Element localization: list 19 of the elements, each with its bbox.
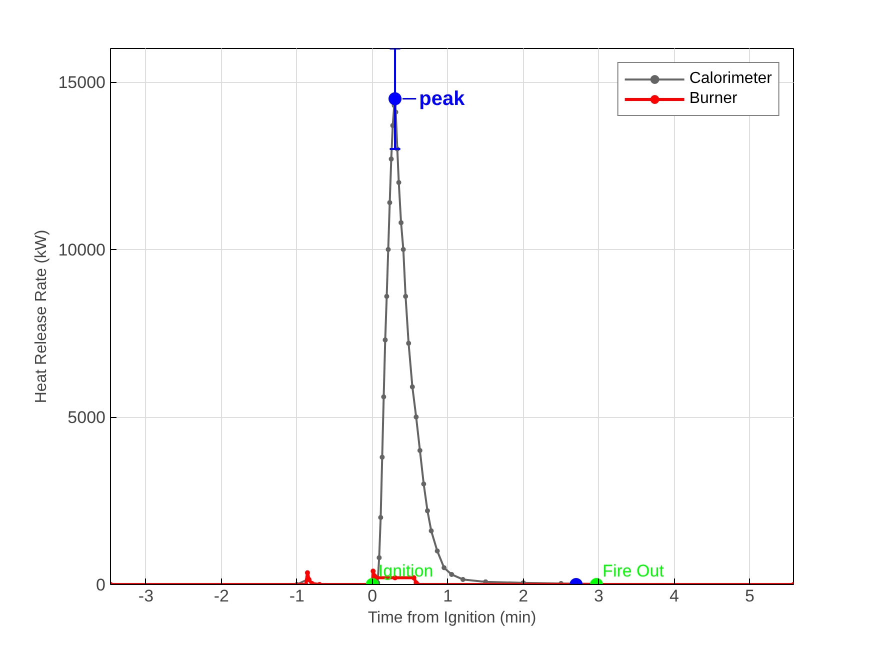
y-tick-label: 15000 [58, 73, 106, 92]
y-axis-title: Heat Release Rate (kW) [33, 230, 50, 404]
legend-label: Burner [689, 90, 738, 108]
x-tick-label: 5 [745, 586, 754, 606]
x-tick-label: 3 [594, 586, 604, 606]
x-tick-label: 4 [670, 586, 679, 606]
x-tick-label: -1 [289, 586, 304, 606]
annotation: Ignition [378, 562, 434, 580]
x-tick-label: 0 [368, 586, 378, 606]
x-tick-label: 2 [518, 586, 528, 606]
annotation: Fire Out [602, 562, 664, 580]
legend-label: Calorimeter [689, 70, 772, 88]
annotation: peak [419, 88, 466, 110]
y-tick-label: 10000 [58, 240, 106, 260]
x-tick-label: -3 [138, 586, 154, 606]
y-tick-label: 5000 [68, 408, 106, 427]
x-tick-label: -2 [214, 586, 230, 606]
x-tick-label: 1 [443, 586, 453, 606]
x-axis-title: Time from Ignition (min) [368, 610, 536, 626]
